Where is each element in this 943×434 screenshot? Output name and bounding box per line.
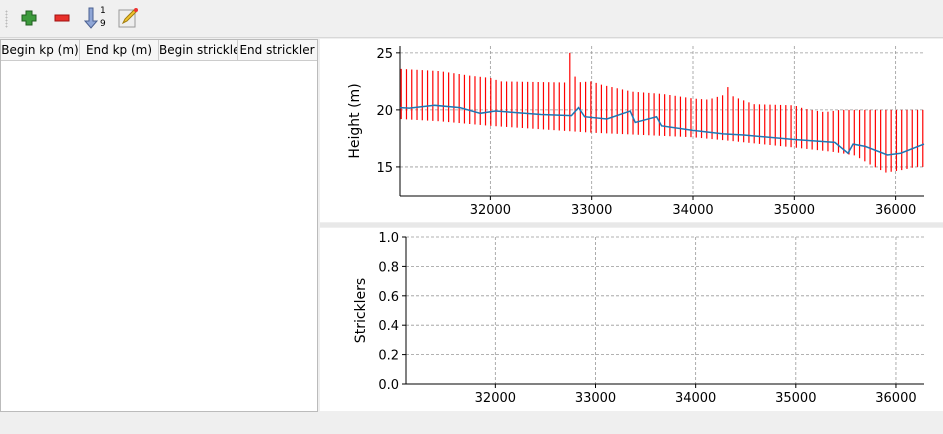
plot-splitter[interactable] xyxy=(320,223,943,227)
x-tick-label: 32000 xyxy=(470,203,511,218)
y-axis-label: Height (m) xyxy=(347,83,363,158)
x-tick-label: 32000 xyxy=(475,391,516,406)
column-end-kp[interactable]: End kp (m) xyxy=(80,40,159,60)
toolbar-grip[interactable] xyxy=(5,10,8,28)
strickler-plot: 32000 33000 34000 35000 36000 0.0 0.2 0.4 0.6 0.8… xyxy=(320,228,943,411)
edit-icon xyxy=(118,8,138,28)
sort-digit-top: 1 xyxy=(100,6,106,16)
x-tick-label: 34000 xyxy=(675,391,716,406)
x-tick-label: 33000 xyxy=(575,391,616,406)
y-tick-label: 15 xyxy=(376,161,393,176)
sort-icon xyxy=(84,7,99,29)
y-tick-label: 20 xyxy=(376,104,393,119)
remove-icon xyxy=(54,14,70,22)
column-begin-strickler[interactable]: Begin strickler xyxy=(159,40,238,60)
y-tick-label: 1.0 xyxy=(378,231,399,246)
add-icon xyxy=(21,10,37,26)
x-tick-label: 35000 xyxy=(774,203,815,218)
add-button[interactable] xyxy=(17,6,41,30)
toolbar: 1 9 xyxy=(0,0,943,38)
sort-button[interactable]: 1 9 xyxy=(83,6,107,30)
y-tick-label: 0.4 xyxy=(378,319,399,334)
x-tick-label: 34000 xyxy=(672,203,713,218)
y-tick-label: 0.8 xyxy=(378,260,399,275)
status-bar xyxy=(0,412,943,434)
column-begin-kp[interactable]: Begin kp (m) xyxy=(1,40,80,60)
table-header: Begin kp (m) End kp (m) Begin strickler … xyxy=(1,40,317,61)
height-plot: 32000 33000 34000 35000 36000 15 20 25 Height (m… xyxy=(320,39,943,222)
x-tick-label: 33000 xyxy=(571,203,612,218)
remove-button[interactable] xyxy=(50,6,74,30)
y-tick-label: 25 xyxy=(376,47,393,62)
sort-digit-bottom: 9 xyxy=(100,19,106,29)
column-end-strickler[interactable]: End strickler xyxy=(239,43,315,57)
y-tick-label: 0.6 xyxy=(378,290,399,305)
x-tick-label: 36000 xyxy=(875,203,916,218)
y-tick-label: 0.0 xyxy=(378,378,399,393)
y-axis-label: Stricklers xyxy=(353,278,369,343)
x-tick-label: 35000 xyxy=(775,391,816,406)
reach-table[interactable]: Begin kp (m) End kp (m) Begin strickler … xyxy=(0,39,318,412)
y-tick-label: 0.2 xyxy=(378,349,399,364)
edit-button[interactable] xyxy=(116,6,140,30)
bed-line xyxy=(399,104,925,156)
x-tick-label: 36000 xyxy=(875,391,916,406)
